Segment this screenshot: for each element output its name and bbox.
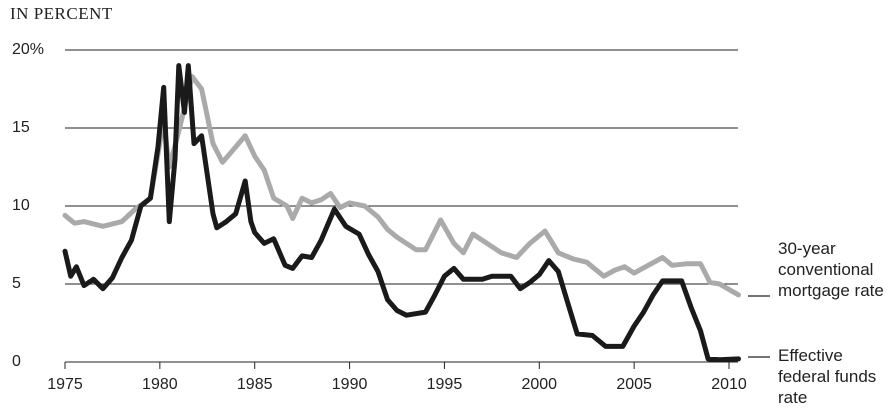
- series-line: [62, 63, 741, 363]
- x-tick-label: 1995: [427, 376, 463, 393]
- x-tick-label: 2005: [616, 376, 652, 393]
- series-line: [62, 74, 741, 298]
- series-label: Effective federal funds rate: [778, 346, 877, 407]
- y-tick-label: 0: [12, 353, 21, 370]
- y-tick-label: 5: [12, 275, 21, 292]
- y-tick-label: 20%: [12, 41, 44, 58]
- y-tick-label: 15: [12, 119, 30, 136]
- x-tick-label: 1980: [142, 376, 178, 393]
- x-tick-label: 1985: [237, 376, 273, 393]
- series-label: 30-year conventional mortgage rate: [778, 239, 884, 300]
- x-tick-label: 1990: [332, 376, 368, 393]
- x-tick-label: 1975: [47, 376, 83, 393]
- x-tick-label: 2000: [521, 376, 557, 393]
- y-tick-label: 10: [12, 197, 30, 214]
- x-tick-label: 2010: [711, 376, 747, 393]
- chart-title: IN PERCENT: [10, 4, 113, 23]
